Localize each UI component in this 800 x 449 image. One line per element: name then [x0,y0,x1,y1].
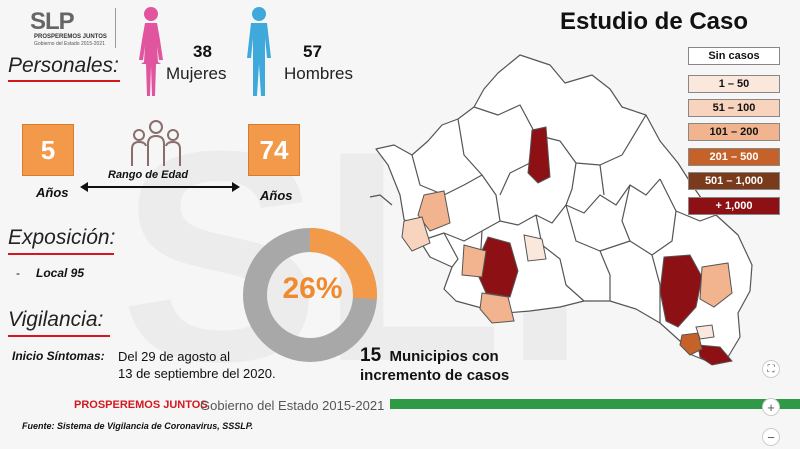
legend-item: Sin casos [688,47,780,65]
footer-gov: Gobierno del Estado 2015-2021 [200,398,385,413]
legend-item: 51 – 100 [688,99,780,117]
footer-brand: PROSPEREMOS JUNTOS [74,399,208,411]
inicio-sintomas-line2: 13 de septiembre del 2020. [118,366,276,381]
state-municipality-map [369,54,753,366]
men-label: Hombres [284,64,353,83]
female-figure-icon [139,7,163,96]
people-group-icon [131,120,181,166]
personales-heading: Personales: [8,54,119,77]
male-figure-icon [247,7,271,96]
age-max-box: 74 [248,124,300,176]
page-title: Estudio de Caso [560,8,749,35]
exposicion-heading: Exposición: [8,226,116,249]
map-municipality-dark-3 [659,254,703,328]
donut-fill [243,228,377,362]
percentage-donut [243,228,377,362]
legend-item: 501 – 1,000 [688,172,780,190]
map-municipality-pale-2 [523,234,547,262]
vigilancia-heading: Vigilancia: [8,308,104,331]
inicio-sintomas-line1: Del 29 de agosto al [118,349,231,364]
map-municipality-light-3 [479,292,515,324]
vigilancia-underline [8,335,110,337]
women-label: Mujeres [166,64,227,83]
map-municipality-brown-1 [679,332,703,356]
exposicion-underline [8,253,114,255]
slp-logo: SLP PROSPEREMOS JUNTOS Gobierno del Esta… [30,8,110,50]
age-min-box: 5 [22,124,74,176]
fit-screen-button[interactable]: ⛶ [762,360,780,378]
logo-tagline: PROSPEREMOS JUNTOS [34,34,107,40]
personales-underline [8,80,120,82]
age-range-arrow [80,182,240,192]
map-note-number: 15 [360,345,382,366]
map-municipality-light-4 [699,262,733,308]
map-note-line2: incremento de casos [360,367,510,384]
logo-sub: Gobierno del Estado 2015-2021 [34,41,105,47]
map-municipality-light-1 [417,190,451,232]
donut-percentage-label: 26% [282,272,343,305]
map-note: 15 Municipios con incremento de casos [360,346,560,385]
legend-item: + 1,000 [688,197,780,215]
footer-green-bar [390,399,800,409]
zoom-in-button[interactable]: + [762,398,780,416]
women-count: 38 [193,42,212,61]
age-max-unit: Años [260,188,293,203]
legend-item: 201 – 500 [688,148,780,166]
map-municipality-pale-1 [401,216,431,252]
map-municipality-light-2 [461,244,487,278]
exposicion-bullet: - [16,266,20,280]
legend-item: 1 – 50 [688,75,780,93]
age-min-unit: Años [36,185,69,200]
men-count: 57 [303,42,322,61]
logo-main-text: SLP [30,8,75,35]
exposicion-item: Local 95 [36,266,85,280]
logo-divider [115,8,116,48]
zoom-out-button[interactable]: − [762,428,780,446]
inicio-sintomas-label: Inicio Síntomas: [12,349,105,363]
map-municipality-dark-4 [697,344,733,366]
map-note-line1: Municipios con [389,348,499,365]
legend-item: 101 – 200 [688,123,780,141]
age-range-label: Rango de Edad [108,169,189,181]
map-municipality-dark-1 [527,126,551,184]
map-municipality-pale-3 [695,324,715,340]
source-note: Fuente: Sistema de Vigilancia de Coronav… [22,421,254,431]
